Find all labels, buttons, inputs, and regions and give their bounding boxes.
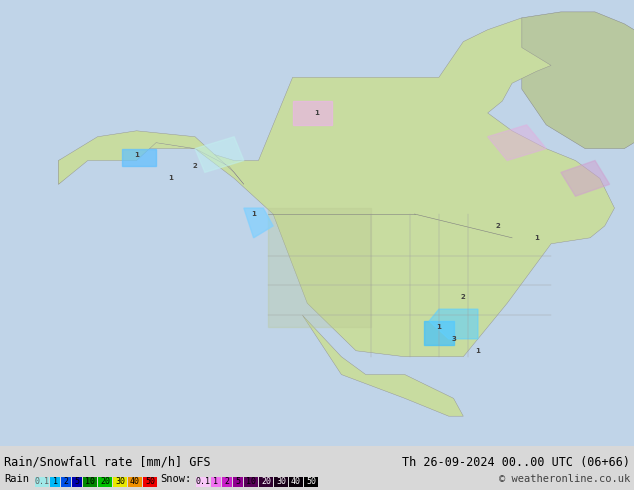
Polygon shape [429, 309, 478, 339]
Text: 10: 10 [85, 477, 95, 487]
Text: 0.1: 0.1 [195, 477, 210, 487]
FancyBboxPatch shape [61, 477, 71, 487]
FancyBboxPatch shape [274, 477, 288, 487]
Text: 40: 40 [291, 477, 301, 487]
Text: 1: 1 [53, 477, 58, 487]
Text: 10: 10 [246, 477, 256, 487]
Text: 30: 30 [115, 477, 125, 487]
Text: 30: 30 [276, 477, 286, 487]
FancyBboxPatch shape [83, 477, 97, 487]
FancyBboxPatch shape [259, 477, 273, 487]
Polygon shape [58, 131, 244, 184]
Text: 1: 1 [534, 235, 539, 241]
Polygon shape [268, 208, 371, 327]
Polygon shape [302, 315, 463, 416]
Text: 1: 1 [134, 151, 139, 158]
Polygon shape [424, 321, 453, 345]
FancyBboxPatch shape [196, 477, 210, 487]
Text: Rain: Rain [4, 474, 29, 484]
Text: 2: 2 [63, 477, 68, 487]
FancyBboxPatch shape [304, 477, 318, 487]
FancyBboxPatch shape [211, 477, 221, 487]
Text: 1: 1 [436, 324, 441, 330]
Text: 2: 2 [193, 164, 197, 170]
FancyBboxPatch shape [233, 477, 243, 487]
Text: 2: 2 [495, 223, 500, 229]
Polygon shape [522, 12, 634, 148]
Text: © weatheronline.co.uk: © weatheronline.co.uk [499, 474, 630, 484]
Polygon shape [0, 0, 634, 446]
Text: 5: 5 [235, 477, 240, 487]
FancyBboxPatch shape [143, 477, 157, 487]
Text: 1: 1 [251, 211, 256, 217]
Text: Th 26-09-2024 00..00 UTC (06+66): Th 26-09-2024 00..00 UTC (06+66) [402, 456, 630, 469]
FancyBboxPatch shape [113, 477, 127, 487]
FancyBboxPatch shape [244, 477, 258, 487]
Polygon shape [244, 208, 273, 238]
Text: 1: 1 [476, 348, 481, 354]
Text: Rain/Snowfall rate [mm/h] GFS: Rain/Snowfall rate [mm/h] GFS [4, 456, 210, 469]
FancyBboxPatch shape [72, 477, 82, 487]
Polygon shape [293, 101, 332, 125]
Text: 50: 50 [145, 477, 155, 487]
FancyBboxPatch shape [98, 477, 112, 487]
Text: 5: 5 [75, 477, 79, 487]
Text: 1: 1 [314, 110, 320, 116]
Text: 1: 1 [168, 175, 173, 181]
Polygon shape [561, 161, 610, 196]
Text: 3: 3 [451, 336, 456, 342]
Polygon shape [122, 148, 156, 167]
Text: 2: 2 [224, 477, 230, 487]
Text: 0.1: 0.1 [34, 477, 49, 487]
Text: 20: 20 [100, 477, 110, 487]
FancyBboxPatch shape [128, 477, 142, 487]
Polygon shape [195, 137, 244, 172]
Text: Snow:: Snow: [160, 474, 191, 484]
FancyBboxPatch shape [50, 477, 60, 487]
Text: 40: 40 [130, 477, 140, 487]
FancyBboxPatch shape [289, 477, 303, 487]
FancyBboxPatch shape [222, 477, 232, 487]
Text: 2: 2 [461, 294, 466, 300]
Polygon shape [488, 125, 547, 161]
Text: 1: 1 [214, 477, 219, 487]
FancyBboxPatch shape [35, 477, 49, 487]
Polygon shape [58, 18, 614, 357]
Text: 20: 20 [261, 477, 271, 487]
Text: 50: 50 [306, 477, 316, 487]
